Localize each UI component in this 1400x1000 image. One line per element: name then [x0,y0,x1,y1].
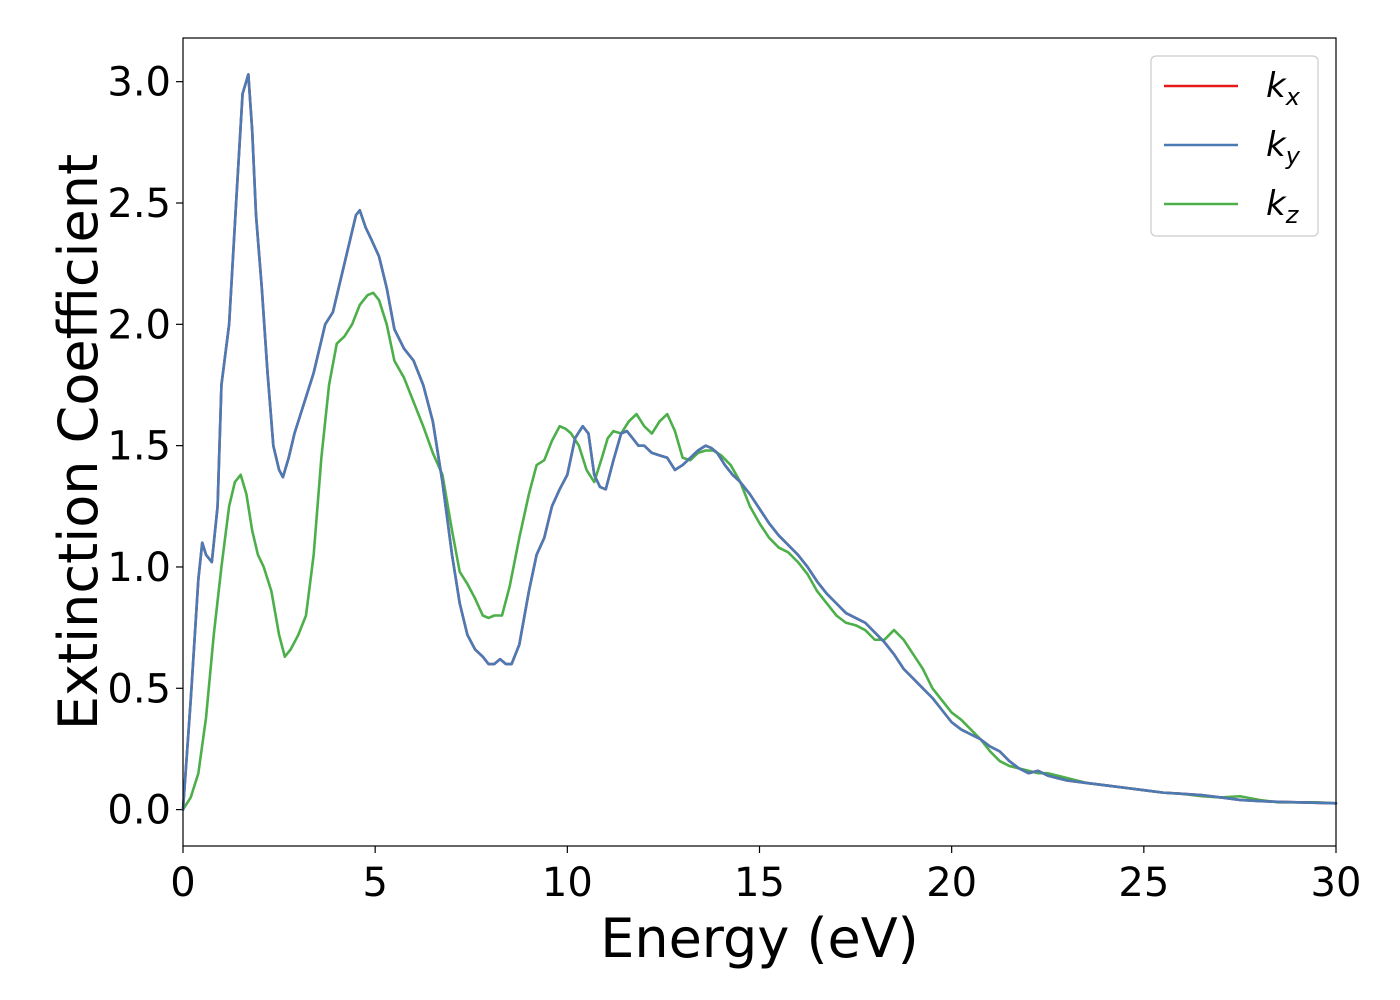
legend-label-subscript: x [1285,83,1301,111]
legend-label: kx [1266,66,1301,111]
y-axis-title: Extinction Coefficient [47,154,110,730]
legend-label: ky [1266,125,1301,170]
y-tick-label: 1.5 [107,424,171,470]
plot-frame [182,37,1337,847]
legend-label-subscript: y [1285,142,1301,170]
y-tick-label: 0.5 [107,666,171,712]
x-tick-label: 10 [542,860,593,906]
y-tick-label: 2.0 [107,302,171,348]
y-tick-label: 1.0 [107,545,171,591]
x-tick-label: 15 [734,860,785,906]
y-tick-label: 3.0 [107,60,171,106]
x-tick-label: 5 [362,860,387,906]
plot-lines [181,73,1338,811]
legend-label-main: k [1266,184,1287,224]
y-tick-label: 2.5 [107,181,171,227]
legend-label-subscript: z [1285,201,1300,229]
y-tick-label: 0.0 [107,788,171,834]
x-tick-label: 25 [1118,860,1169,906]
x-axis-title: Energy (eV) [600,907,919,970]
series-line-ky [181,73,1338,811]
x-tick-label: 0 [170,860,195,906]
x-tick-label: 30 [1311,860,1362,906]
legend-label: kz [1266,184,1300,229]
series-line-kz [181,291,1338,811]
x-axis-ticks: 0 5 10 15 20 25 30 [170,846,1361,906]
legend-label-main: k [1266,125,1287,165]
x-tick-label: 20 [926,860,977,906]
y-axis-ticks: 0.0 0.5 1.0 1.5 2.0 2.5 3.0 [107,60,183,834]
legend-label-main: k [1266,66,1287,106]
